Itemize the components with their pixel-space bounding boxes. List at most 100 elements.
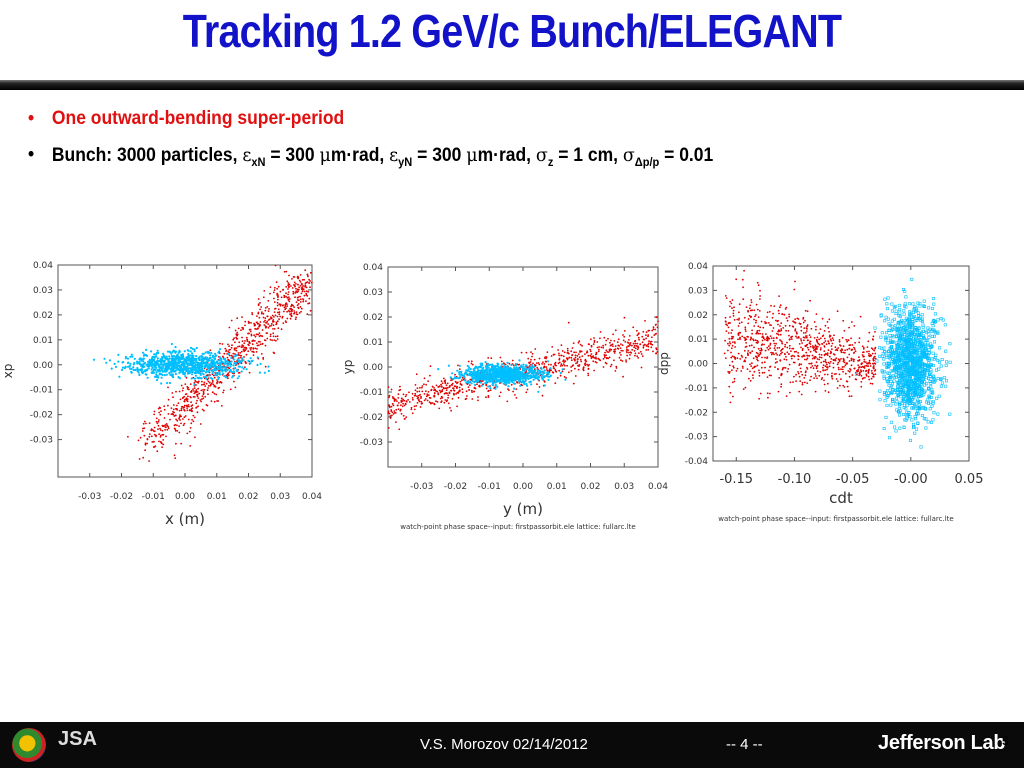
- red-particle: [781, 313, 784, 315]
- red-particle: [785, 306, 788, 309]
- red-particle: [765, 333, 767, 335]
- red-particle: [466, 395, 468, 397]
- red-particle: [298, 286, 300, 289]
- red-particle: [292, 276, 295, 278]
- red-particle: [636, 329, 638, 332]
- blue-particle: [241, 357, 244, 360]
- red-particle: [743, 269, 745, 272]
- red-particle: [515, 397, 518, 399]
- blue-particle: [524, 379, 527, 382]
- red-particle: [724, 320, 727, 323]
- red-particle: [424, 398, 427, 400]
- blue-particle: [494, 377, 497, 380]
- blue-particle: [170, 362, 173, 365]
- red-particle: [289, 317, 292, 320]
- red-particle: [739, 338, 741, 340]
- blue-particle: [227, 353, 230, 356]
- red-particle: [807, 348, 810, 351]
- red-particle: [202, 393, 205, 396]
- red-particle: [552, 365, 555, 368]
- red-particle: [159, 429, 162, 431]
- red-particle: [291, 287, 294, 289]
- red-particle: [731, 369, 733, 372]
- blue-particle: [886, 317, 890, 321]
- red-particle: [163, 425, 165, 427]
- blue-particle: [178, 371, 181, 374]
- blue-particle: [189, 358, 192, 361]
- red-particle: [800, 339, 803, 342]
- red-particle: [191, 418, 194, 421]
- blue-particle: [123, 366, 126, 370]
- red-particle: [595, 361, 598, 364]
- red-particle: [443, 387, 445, 390]
- blue-particle: [256, 356, 259, 359]
- blue-particle: [539, 372, 542, 375]
- red-particle: [605, 354, 607, 357]
- red-particle: [731, 337, 734, 340]
- red-particle: [174, 414, 177, 417]
- red-particle: [579, 351, 581, 353]
- red-particle: [866, 346, 869, 348]
- red-particle: [299, 295, 301, 298]
- red-particle: [400, 408, 402, 411]
- red-particle: [519, 368, 522, 370]
- blue-particle: [513, 372, 517, 375]
- red-particle: [727, 342, 729, 345]
- red-particle: [553, 353, 556, 356]
- red-particle: [448, 391, 451, 394]
- blue-particle: [140, 368, 143, 371]
- red-particle: [256, 342, 258, 344]
- blue-particle: [103, 357, 106, 360]
- blue-particle: [471, 376, 474, 380]
- blue-particle: [153, 358, 156, 361]
- red-particle: [744, 356, 747, 359]
- blue-particle: [532, 371, 535, 375]
- red-particle: [597, 357, 600, 360]
- red-particle: [277, 327, 280, 330]
- red-particle: [579, 343, 582, 346]
- red-particle: [442, 377, 445, 380]
- blue-particle: [500, 372, 503, 376]
- red-particle: [603, 356, 606, 359]
- blue-particle: [524, 365, 527, 368]
- red-particle: [400, 404, 402, 407]
- blue-particle: [198, 359, 201, 362]
- red-particle: [759, 332, 761, 335]
- red-particle: [144, 442, 147, 445]
- red-particle: [747, 336, 749, 338]
- red-particle: [551, 346, 554, 348]
- red-particle: [461, 388, 464, 391]
- blue-particle: [511, 381, 514, 384]
- red-particle: [574, 367, 576, 370]
- red-particle: [828, 318, 831, 321]
- red-particle: [769, 335, 772, 337]
- red-particle: [468, 389, 470, 391]
- red-particle: [793, 361, 796, 364]
- red-particle: [823, 350, 826, 352]
- red-particle: [865, 370, 867, 373]
- red-particle: [589, 348, 591, 351]
- red-particle: [626, 341, 629, 344]
- red-particle: [263, 339, 266, 342]
- red-particle: [801, 383, 804, 386]
- red-particle: [302, 300, 305, 303]
- red-particle: [609, 341, 611, 344]
- red-particle: [268, 325, 271, 327]
- red-particle: [199, 399, 202, 401]
- red-particle: [750, 299, 753, 301]
- red-particle: [196, 395, 199, 398]
- red-particle: [768, 310, 771, 313]
- red-particle: [257, 311, 260, 314]
- red-particle: [411, 397, 414, 399]
- red-particle: [179, 398, 182, 401]
- red-particle: [586, 351, 589, 354]
- red-particle: [867, 340, 870, 343]
- red-particle: [283, 296, 286, 298]
- red-particle: [190, 396, 192, 399]
- red-particle: [503, 363, 505, 365]
- red-particle: [156, 422, 159, 425]
- red-particle: [273, 339, 276, 341]
- red-particle: [269, 335, 272, 338]
- blue-particle: [256, 363, 259, 367]
- red-particle: [800, 338, 802, 340]
